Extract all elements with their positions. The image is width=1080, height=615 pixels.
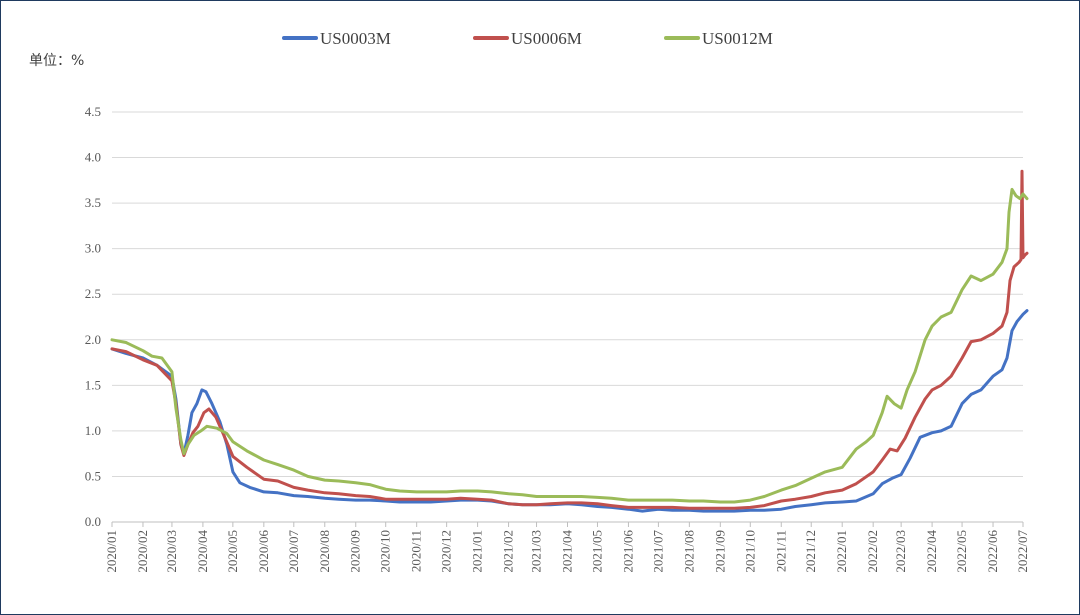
x-tick-label: 2021/02 (501, 530, 516, 573)
y-tick-label: 2.0 (85, 332, 101, 347)
x-tick-label: 2021/12 (803, 530, 818, 573)
x-tick-label: 2020/02 (135, 530, 150, 573)
y-tick-label: 0.5 (85, 468, 101, 483)
legend-label: US0003M (320, 29, 391, 48)
legend-label: US0006M (511, 29, 582, 48)
x-tick-label: 2022/02 (865, 530, 880, 573)
x-tick-label: 2022/01 (834, 530, 849, 573)
y-tick-label: 4.0 (85, 150, 101, 165)
gridlines (112, 111, 1023, 477)
x-tick-label: 2020/05 (225, 530, 240, 573)
x-axis: 2020/01 2020/02 2020/03 2020/04 2020/05 2020/… (104, 521, 1030, 573)
x-tick-label: 2022/06 (985, 530, 1000, 573)
x-tick-label: 2021/11 (773, 530, 788, 572)
x-tick-label: 2020/12 (439, 530, 454, 573)
x-tick-label: 2022/04 (924, 530, 939, 573)
x-tick-label: 2021/01 (470, 530, 485, 573)
x-tick-label: 2020/01 (104, 530, 119, 573)
y-tick-label: 1.0 (85, 423, 101, 438)
y-tick-label: 0.0 (85, 514, 101, 529)
x-tick-label: 2021/08 (681, 530, 696, 573)
x-tick-label: 2021/10 (742, 530, 757, 573)
legend-label: US0012M (702, 29, 773, 48)
x-tick-label: 2020/06 (256, 530, 271, 573)
series-line-us0003m (110, 309, 1029, 513)
x-tick-label: 2020/03 (164, 530, 179, 573)
x-tick-label: 2020/07 (286, 530, 301, 573)
unit-label: 单位：% (29, 53, 84, 69)
x-tick-label: 2020/11 (409, 530, 424, 572)
y-tick-label: 3.0 (85, 241, 101, 256)
x-tick-label: 2022/03 (893, 530, 908, 573)
series-line-us0006m (110, 169, 1029, 510)
y-tick-label: 2.5 (85, 286, 101, 301)
x-tick-label: 2021/06 (620, 530, 635, 573)
x-tick-label: 2020/04 (195, 530, 210, 573)
y-tick-label: 4.5 (85, 104, 101, 119)
legend: US0003M US0006M US0012M (282, 29, 773, 48)
y-tick-label: 1.5 (85, 377, 101, 392)
x-tick-label: 2021/04 (560, 530, 575, 573)
y-axis: 0.0 0.5 1.0 1.5 2.0 2.5 3.0 3.5 4.0 4.5 (85, 104, 101, 529)
series-line-us0012m (110, 187, 1029, 504)
y-tick-label: 3.5 (85, 195, 101, 210)
series-layer (110, 169, 1029, 513)
x-tick-label: 2021/07 (650, 530, 665, 573)
x-tick-label: 2022/07 (1015, 530, 1030, 573)
x-tick-label: 2022/05 (954, 530, 969, 573)
x-tick-label: 2021/03 (529, 530, 544, 573)
x-tick-label: 2021/09 (712, 530, 727, 573)
x-tick-label: 2020/09 (348, 530, 363, 573)
x-tick-label: 2021/05 (589, 530, 604, 573)
x-tick-label: 2020/10 (378, 530, 393, 573)
x-tick-label: 2020/08 (317, 530, 332, 573)
